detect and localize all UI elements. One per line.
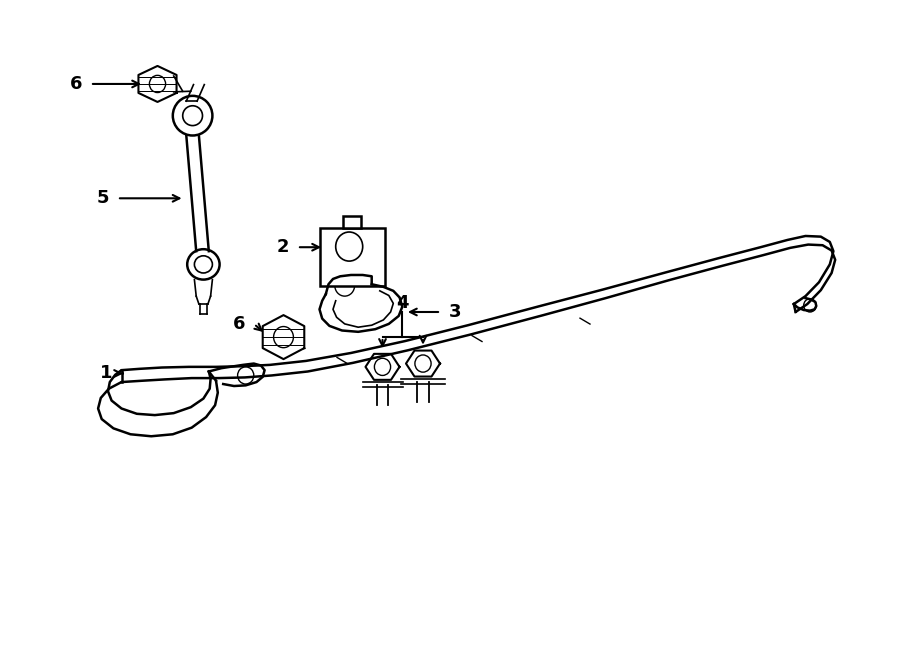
Text: 3: 3 bbox=[449, 303, 462, 321]
Bar bbox=[343, 216, 361, 228]
Text: 1: 1 bbox=[100, 364, 112, 383]
Text: 6: 6 bbox=[69, 75, 82, 93]
Text: 5: 5 bbox=[96, 189, 109, 208]
Text: 2: 2 bbox=[276, 238, 289, 256]
Text: 4: 4 bbox=[396, 294, 409, 312]
Text: 6: 6 bbox=[233, 315, 246, 333]
Bar bbox=[320, 228, 384, 286]
